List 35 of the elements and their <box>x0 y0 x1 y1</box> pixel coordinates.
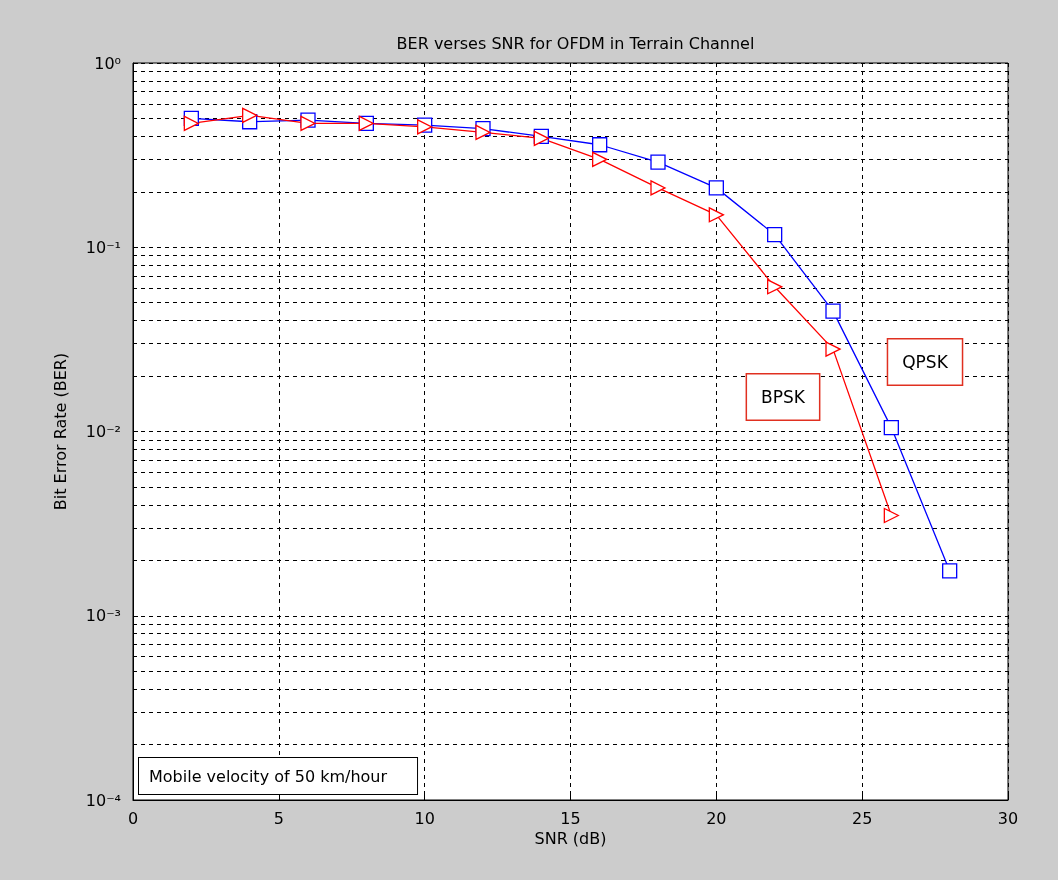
point <box>650 154 666 170</box>
point <box>183 115 199 132</box>
x-tick-label: 0 <box>127 808 139 828</box>
x-tick-label: 15 <box>560 808 581 828</box>
annotation: BPSK <box>761 387 806 407</box>
point <box>767 227 783 243</box>
x-axis-title: SNR (dB) <box>534 829 607 849</box>
point <box>708 207 724 223</box>
x-tick-label: 5 <box>273 808 284 828</box>
point <box>242 107 258 123</box>
point <box>825 303 841 319</box>
point <box>475 124 491 141</box>
y-tick-label: 10⁰ <box>94 53 121 73</box>
chart-title: BER verses SNR for OFDM in Terrain Channel <box>396 33 755 53</box>
y-tick-label: 10⁻² <box>85 422 121 441</box>
x-tick-label: 25 <box>851 808 873 828</box>
x-tick-label: 20 <box>706 808 727 828</box>
point <box>592 137 608 153</box>
y-tick-label: 10⁻³ <box>85 606 121 626</box>
annotation: QPSK <box>902 352 949 372</box>
y-tick-label: 10⁻⁴ <box>85 790 121 810</box>
annotation: Mobile velocity of 50 km/hour <box>149 766 388 786</box>
point <box>767 279 783 295</box>
point <box>592 151 608 167</box>
x-tick-label: 30 <box>997 808 1019 828</box>
point <box>650 180 666 196</box>
point <box>825 341 841 357</box>
x-tick-label: 10 <box>414 808 435 828</box>
point <box>883 507 899 524</box>
point <box>300 115 316 132</box>
point <box>883 419 899 436</box>
y-tick-label: 10⁻¹ <box>85 237 121 257</box>
point <box>942 563 958 579</box>
point <box>708 180 724 196</box>
y-axis-title: Bit Error Rate (BER) <box>50 352 70 511</box>
